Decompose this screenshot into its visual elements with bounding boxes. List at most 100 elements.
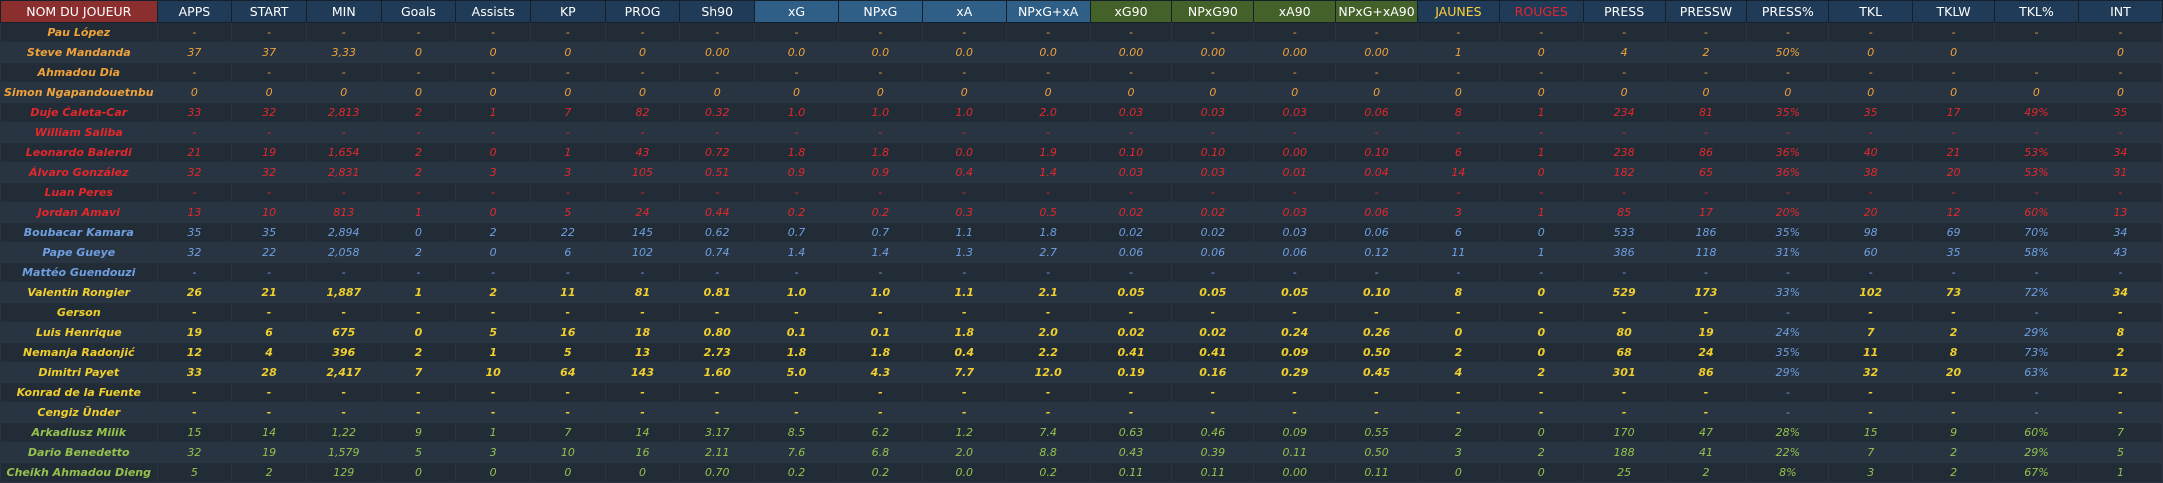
stat-cell-kp: 6 (529, 242, 606, 263)
stat-cell-npxg: 0.7 (837, 222, 923, 243)
stat-cell-apps: 33 (156, 102, 233, 123)
stat-cell-xg: 8.5 (754, 422, 839, 443)
stat-cell-tkl: - (1828, 22, 1914, 43)
column-header-tklw[interactable]: TKLW (1912, 0, 1995, 23)
column-header-min[interactable]: MIN (305, 0, 382, 23)
stat-cell-tkl: 98 (1828, 222, 1914, 243)
stat-cell-npxg90: - (1171, 402, 1255, 423)
column-header-press-pct[interactable]: PRESS% (1746, 0, 1830, 23)
column-header-npxg90[interactable]: NPxG90 (1171, 0, 1255, 23)
column-header-tkl-pct[interactable]: TKL% (1993, 0, 2079, 23)
player-row[interactable]: Pape Gueye 32 22 2,058 2 0 6 102 0.74 1.4 1.4 1.3 2.… (0, 242, 2163, 263)
stat-cell-tkl: 0 (1828, 82, 1914, 103)
player-row[interactable]: Leonardo Balerdi 21 19 1,654 2 0 1 43 0.72 1.8 1.8… (0, 142, 2163, 163)
stat-cell-goals: 2 (380, 102, 457, 123)
player-row[interactable]: Nemanja Radonjić 12 4 396 2 1 5 13 2.73 1.8 1.8 0.4… (0, 342, 2163, 363)
stat-cell-apps: 26 (156, 282, 233, 303)
column-header-apps[interactable]: APPS (156, 0, 233, 23)
stat-cell-npxg-plus-xa: 2.0 (1005, 322, 1091, 343)
stat-cell-kp: 7 (529, 102, 606, 123)
player-row[interactable]: Dario Benedetto 32 19 1,579 5 3 10 16 2.11 7.6 6.8… (0, 442, 2163, 463)
column-header-xa90[interactable]: xA90 (1253, 0, 1337, 23)
player-row[interactable]: William Saliba - - - - - - - - - - - - - - - - - - - - - - - - - (0, 122, 2163, 143)
stat-cell-tkl: - (1828, 62, 1914, 83)
stat-cell-xg90: - (1089, 62, 1173, 83)
stat-cell-jaunes: - (1416, 402, 1500, 423)
stat-cell-press-pct: 35% (1746, 102, 1830, 123)
stat-cell-int: 35 (2077, 102, 2163, 123)
stat-cell-pressw: 47 (1664, 422, 1748, 443)
column-header-press[interactable]: PRESS (1582, 0, 1666, 23)
player-row[interactable]: Steve Mandanda 37 37 3,33 0 0 0 0 0.00 0.0 0.0 0.0 0… (0, 42, 2163, 63)
stat-cell-start: - (231, 62, 307, 83)
stat-cell-xg: - (754, 182, 839, 203)
player-row[interactable]: Luis Henrique 19 6 675 0 5 16 18 0.80 0.1 0.1 1.8 2.… (0, 322, 2163, 343)
stat-cell-prog: 81 (604, 282, 681, 303)
stat-cell-xa90: 0.00 (1253, 142, 1337, 163)
column-header-kp[interactable]: KP (529, 0, 606, 23)
player-row[interactable]: Pau López - - - - - - - - - - - - - - - - - - - - - - - - - (0, 22, 2163, 43)
stat-cell-xa90: 0.05 (1253, 282, 1337, 303)
stat-cell-min: 2,813 (305, 102, 382, 123)
stat-cell-min: 2,831 (305, 162, 382, 183)
column-header-rouges[interactable]: ROUGES (1498, 0, 1584, 23)
stat-cell-tklw: 17 (1912, 102, 1995, 123)
stat-cell-xa: - (921, 62, 1007, 83)
stat-cell-press: 386 (1582, 242, 1666, 263)
player-row[interactable]: Simon Ngapandouetnbu 0 0 0 0 0 0 0 0 0 0 0 0 0 0 0 0 0 0 0 0… (0, 82, 2163, 103)
column-header-npxg-plus-xa[interactable]: NPxG+xA (1005, 0, 1091, 23)
stat-cell-xg90: 0.19 (1089, 362, 1173, 383)
stat-cell-kp: 16 (529, 322, 606, 343)
player-row[interactable]: Valentin Rongier 26 21 1,887 1 2 11 81 0.81 1.0 1.… (0, 282, 2163, 303)
column-header-int[interactable]: INT (2077, 0, 2163, 23)
player-name: Simon Ngapandouetnbu (0, 82, 158, 103)
stat-cell-int: 34 (2077, 282, 2163, 303)
stat-cell-xg90: 0.11 (1089, 462, 1173, 483)
stat-cell-xg: 0.7 (754, 222, 839, 243)
column-header-sh90[interactable]: Sh90 (679, 0, 756, 23)
stat-cell-prog: - (604, 402, 681, 423)
stat-cell-tkl-pct: 73% (1993, 342, 2079, 363)
player-row[interactable]: Arkadiusz Milik 15 14 1,22 9 1 7 14 3.17 8.5 6.2 1.… (0, 422, 2163, 443)
player-row[interactable]: Boubacar Kamara 35 35 2,894 0 2 22 145 0.62 0.7 0.… (0, 222, 2163, 243)
stat-cell-start: 21 (231, 282, 307, 303)
column-header-prog[interactable]: PROG (604, 0, 681, 23)
player-row[interactable]: Cheikh Ahmadou Dieng 5 2 129 0 0 0 0 0.70 0.2 0.2 0… (0, 462, 2163, 483)
column-header-xa[interactable]: xA (921, 0, 1007, 23)
column-header-xg[interactable]: xG (754, 0, 839, 23)
column-header-start[interactable]: START (231, 0, 307, 23)
player-row[interactable]: Dimitri Payet 33 28 2,417 7 10 64 143 1.60 5.0 4.3… (0, 362, 2163, 383)
player-row[interactable]: Ahmadou Dia - - - - - - - - - - - - - - - - - - - - - - - - - (0, 62, 2163, 83)
stat-cell-npxg90: 0.02 (1171, 322, 1255, 343)
player-name: Leonardo Balerdi (0, 142, 158, 163)
player-row[interactable]: Cengiz Ünder - - - - - - - - - - - - - - - - - - - - - - - - - (0, 402, 2163, 423)
column-header-npxg[interactable]: NPxG (837, 0, 923, 23)
stat-cell-int: - (2077, 122, 2163, 143)
stat-cell-assists: 1 (455, 342, 531, 363)
player-row[interactable]: Konrad de la Fuente - - - - - - - - - - - - - - - - - - - - -… (0, 382, 2163, 403)
column-header-pressw[interactable]: PRESSW (1664, 0, 1748, 23)
player-row[interactable]: Álvaro González 32 32 2,831 2 3 3 105 0.51 0.9 0.9… (0, 162, 2163, 183)
column-header-npxg-plus-xa90[interactable]: NPxG+xA90 (1335, 0, 1418, 23)
column-header-tkl[interactable]: TKL (1828, 0, 1914, 23)
player-row[interactable]: Duje Ćaleta-Car 33 32 2,813 2 1 7 82 0.32 1.0 1.0 1… (0, 102, 2163, 123)
column-header-nom-du-joueur[interactable]: NOM DU JOUEUR (0, 0, 158, 23)
stat-cell-start: - (231, 182, 307, 203)
stat-cell-assists: - (455, 122, 531, 143)
stat-cell-tkl: 32 (1828, 362, 1914, 383)
player-row[interactable]: Luan Peres - - - - - - - - - - - - - - - - - - - - - - - - - (0, 182, 2163, 203)
stat-cell-assists: 0 (455, 82, 531, 103)
stat-cell-tkl-pct: 58% (1993, 242, 2079, 263)
column-header-assists[interactable]: Assists (455, 0, 531, 23)
stat-cell-xa: 0.3 (921, 202, 1007, 223)
column-header-goals[interactable]: Goals (380, 0, 457, 23)
player-row[interactable]: Jordan Amavi 13 10 813 1 0 5 24 0.44 0.2 0.2 0.3 0.5… (0, 202, 2163, 223)
column-header-jaunes[interactable]: JAUNES (1416, 0, 1500, 23)
stat-cell-assists: 1 (455, 422, 531, 443)
player-row[interactable]: Mattéo Guendouzi - - - - - - - - - - - - - - - - - - - - - - - -… (0, 262, 2163, 283)
stat-cell-sh90: 0 (679, 82, 756, 103)
player-name: Luan Peres (0, 182, 158, 203)
stat-cell-rouges: 2 (1498, 362, 1584, 383)
column-header-xg90[interactable]: xG90 (1089, 0, 1173, 23)
player-row[interactable]: Gerson - - - - - - - - - - - - - - - - - - - - - - - - - (0, 302, 2163, 323)
